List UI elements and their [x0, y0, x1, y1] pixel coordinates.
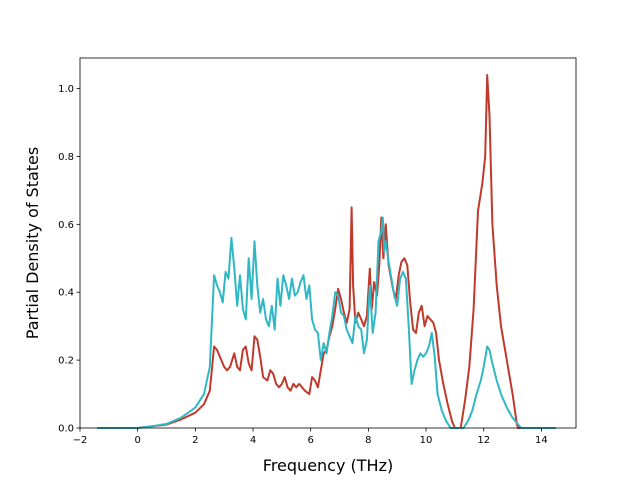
y-tick-label: 0.6 — [58, 220, 74, 231]
x-tick-label: 10 — [420, 435, 433, 446]
y-tick-label: 0.2 — [58, 356, 74, 367]
plot-background — [80, 58, 576, 428]
y-axis-ticks: 0.0 0.2 0.4 0.6 0.8 1.0 — [58, 84, 80, 435]
series-line-2 — [97, 216, 556, 429]
x-tick-label: 8 — [365, 435, 371, 446]
y-tick-label: 0.8 — [58, 152, 74, 163]
x-tick-label: 2 — [192, 435, 198, 446]
y-tick-label: 0.0 — [58, 424, 74, 435]
x-tick-label: 14 — [535, 435, 548, 446]
x-tick-label: 4 — [250, 435, 256, 446]
x-tick-label: 6 — [308, 435, 314, 446]
x-tick-label: 0 — [134, 435, 140, 446]
x-tick-label: 12 — [477, 435, 490, 446]
y-axis-label: Partial Density of States — [23, 147, 42, 339]
plot-frame — [79, 57, 577, 429]
x-tick-label: −2 — [73, 435, 88, 446]
y-tick-label: 1.0 — [58, 84, 74, 95]
y-tick-label: 0.4 — [58, 288, 74, 299]
x-axis-label: Frequency (THz) — [263, 456, 393, 475]
x-axis-ticks: −2 0 2 4 6 8 10 12 14 — [73, 428, 548, 446]
